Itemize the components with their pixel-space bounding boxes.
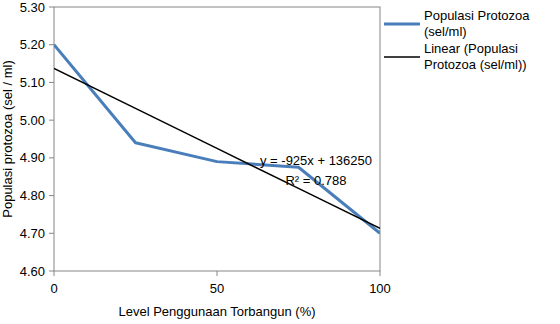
y-tick-label: 4.70 xyxy=(20,226,45,241)
y-tick xyxy=(49,195,54,196)
series-group xyxy=(54,45,380,234)
y-tick-label: 5.10 xyxy=(20,75,45,90)
plot-frame xyxy=(54,7,380,271)
y-tick xyxy=(49,271,54,272)
annotation: y = -925x + 136250 xyxy=(260,153,372,168)
y-tick xyxy=(49,157,54,158)
x-tick-label: 50 xyxy=(210,281,224,296)
y-tick-label: 5.30 xyxy=(20,0,45,15)
y-tick xyxy=(49,120,54,121)
x-tick xyxy=(54,271,55,276)
x-axis-label: Level Penggunaan Torbangun (%) xyxy=(118,304,315,319)
x-tick xyxy=(217,271,218,276)
x-tick xyxy=(380,271,381,276)
legend-swatch xyxy=(384,23,420,26)
y-tick xyxy=(49,44,54,45)
data-line xyxy=(54,45,380,234)
y-tick xyxy=(49,82,54,83)
y-tick-label: 5.00 xyxy=(20,113,45,128)
legend-label: Linear (Populasi Protozoa (sel/ml)) xyxy=(424,41,558,73)
y-axis-label: Populasi protozoa (sel / ml) xyxy=(0,60,15,218)
x-tick-label: 0 xyxy=(50,281,57,296)
y-tick-label: 4.60 xyxy=(20,264,45,279)
y-tick xyxy=(49,7,54,8)
trend-line xyxy=(54,68,380,228)
y-tick-label: 5.20 xyxy=(20,37,45,52)
legend-swatch xyxy=(384,56,420,58)
legend-label: Populasi Protozoa (sel/ml) xyxy=(424,8,558,40)
x-tick-label: 100 xyxy=(369,281,391,296)
annotation: R² = 0.788 xyxy=(285,173,346,188)
y-tick-label: 4.80 xyxy=(20,188,45,203)
y-tick xyxy=(49,233,54,234)
y-tick-label: 4.90 xyxy=(20,150,45,165)
